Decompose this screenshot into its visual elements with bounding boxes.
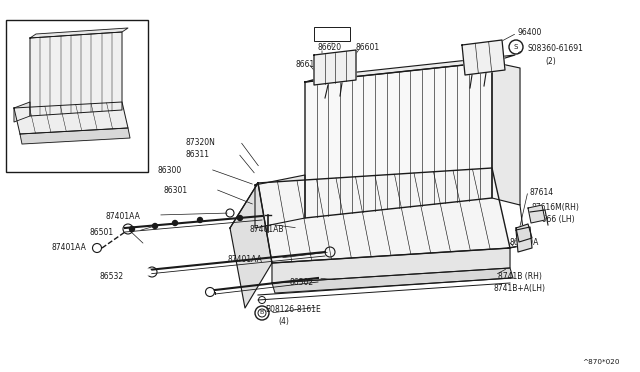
Polygon shape: [305, 55, 515, 82]
Text: B: B: [260, 311, 264, 315]
Text: 87000M: 87000M: [18, 75, 49, 84]
Text: 86601: 86601: [355, 43, 379, 52]
Polygon shape: [272, 268, 513, 293]
Polygon shape: [314, 50, 356, 85]
Text: 86700: 86700: [22, 163, 46, 172]
Circle shape: [145, 269, 151, 275]
Polygon shape: [255, 175, 305, 228]
Text: 86501: 86501: [90, 228, 114, 237]
Circle shape: [152, 224, 157, 228]
Text: 87401AA: 87401AA: [105, 212, 140, 221]
Polygon shape: [272, 248, 510, 283]
Polygon shape: [30, 32, 122, 116]
Polygon shape: [305, 62, 492, 218]
Polygon shape: [462, 40, 505, 75]
Polygon shape: [516, 227, 532, 252]
Text: 87666 (LH): 87666 (LH): [532, 215, 575, 224]
Polygon shape: [528, 205, 545, 223]
Text: 86620: 86620: [318, 43, 342, 52]
Text: 87401AA: 87401AA: [228, 255, 263, 264]
Text: 96400: 96400: [518, 28, 542, 37]
Text: 86300: 86300: [158, 166, 182, 175]
Text: 87616M(RH): 87616M(RH): [532, 203, 580, 212]
Text: 8741B (RH): 8741B (RH): [498, 272, 542, 281]
Text: B08126-8161E: B08126-8161E: [265, 305, 321, 314]
Text: 86311: 86311: [186, 150, 210, 159]
Circle shape: [198, 218, 202, 222]
Polygon shape: [14, 102, 30, 122]
FancyBboxPatch shape: [314, 27, 350, 41]
Text: (4): (4): [278, 317, 289, 326]
Circle shape: [237, 215, 243, 221]
Circle shape: [173, 221, 177, 225]
Text: 8741B+A(LH): 8741B+A(LH): [494, 284, 546, 293]
Text: 86301: 86301: [163, 186, 187, 195]
Circle shape: [129, 227, 134, 231]
Polygon shape: [258, 168, 510, 263]
Polygon shape: [230, 183, 272, 308]
Text: 87614: 87614: [530, 188, 554, 197]
Polygon shape: [516, 224, 532, 242]
Text: ^870*020: ^870*020: [582, 359, 620, 365]
Polygon shape: [14, 102, 128, 134]
Text: 86532: 86532: [100, 272, 124, 281]
Text: 87401AA: 87401AA: [52, 243, 87, 252]
Polygon shape: [20, 128, 130, 144]
Text: (2): (2): [545, 57, 556, 66]
Text: 86010A: 86010A: [510, 238, 540, 247]
Text: 86502: 86502: [290, 278, 314, 287]
Text: 87401AB: 87401AB: [250, 225, 285, 234]
Polygon shape: [492, 62, 520, 205]
Text: S: S: [514, 44, 518, 50]
Text: 87320N: 87320N: [186, 138, 216, 147]
Text: 86600: 86600: [320, 28, 344, 37]
Text: 86600: 86600: [320, 31, 344, 39]
Polygon shape: [30, 28, 128, 38]
Bar: [6, 20, 148, 172]
Text: S08360-61691: S08360-61691: [528, 44, 584, 53]
Text: 86611: 86611: [295, 60, 319, 69]
